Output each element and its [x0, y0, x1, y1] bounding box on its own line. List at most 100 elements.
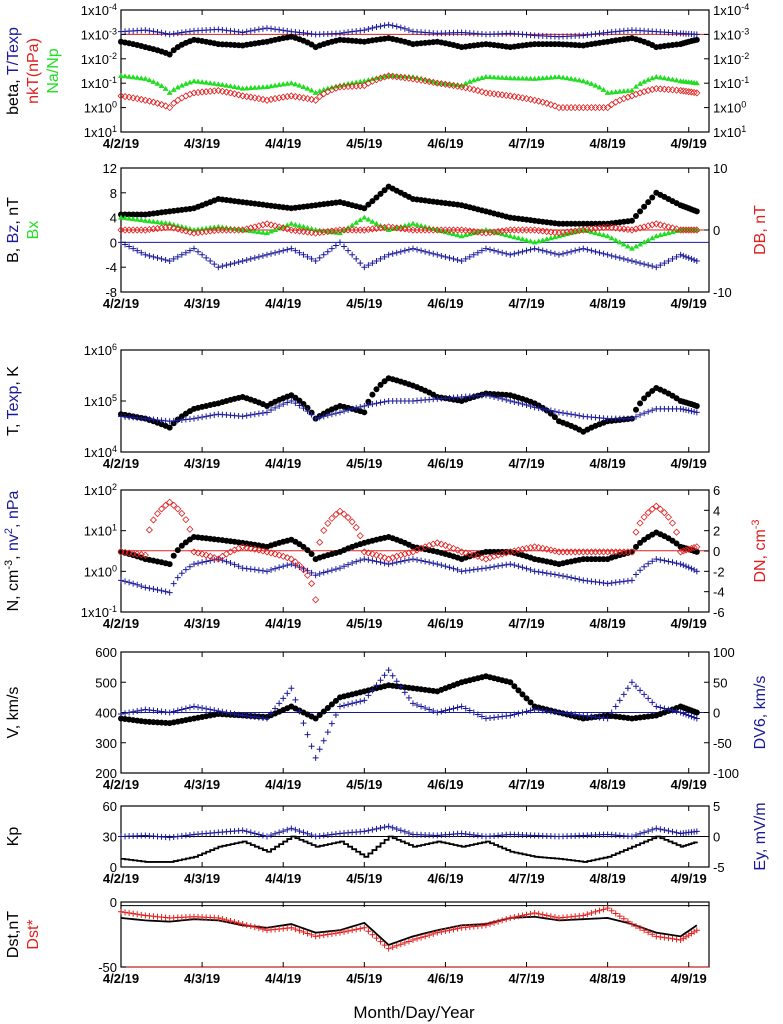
data-point	[652, 220, 660, 228]
y-tick-label: 500	[95, 675, 117, 690]
data-point	[255, 567, 262, 574]
data-point	[195, 560, 202, 567]
data-point	[462, 84, 470, 92]
data-point	[588, 31, 595, 38]
x-tick-label: 4/5/19	[346, 777, 382, 792]
data-point	[511, 234, 518, 240]
data-point	[361, 556, 368, 563]
data-point	[470, 227, 478, 236]
data-point	[587, 104, 595, 112]
y-axis-title: Dst,nT	[5, 911, 22, 958]
data-point	[247, 923, 254, 930]
y-tick-label: 60	[103, 799, 117, 814]
data-point	[596, 714, 603, 721]
data-point	[142, 27, 149, 34]
data-point	[288, 825, 295, 832]
data-point	[474, 249, 481, 256]
data-point	[328, 831, 335, 838]
y2-tick-label: 2	[713, 524, 720, 539]
data-point	[442, 229, 449, 235]
y-tick-label: 8	[110, 186, 117, 201]
data-point	[418, 222, 425, 228]
data-point	[547, 913, 554, 920]
data-point	[511, 250, 518, 257]
data-point	[572, 247, 579, 254]
data-point	[259, 221, 267, 229]
data-point	[300, 83, 307, 89]
data-point	[369, 24, 376, 31]
data-point	[377, 255, 384, 262]
data-point	[687, 226, 695, 234]
data-point	[685, 407, 692, 414]
data-point	[442, 253, 449, 260]
data-point	[158, 83, 165, 89]
data-point	[166, 834, 173, 841]
data-point	[580, 32, 587, 39]
x-tick-label: 4/7/19	[508, 456, 544, 471]
data-point	[543, 74, 550, 80]
data-point	[280, 247, 287, 254]
data-point	[287, 555, 295, 563]
data-point	[303, 228, 312, 236]
data-point	[272, 830, 279, 837]
data-point	[446, 564, 453, 571]
data-point	[190, 548, 198, 556]
data-point	[458, 548, 466, 556]
data-point	[673, 253, 680, 260]
data-point	[328, 514, 336, 522]
data-point	[519, 564, 526, 571]
data-point	[466, 567, 473, 574]
x-tick-label: 4/8/19	[590, 777, 626, 792]
data-point	[466, 550, 474, 558]
data-point	[296, 708, 303, 715]
data-point	[653, 703, 660, 710]
data-point	[693, 80, 700, 86]
data-point	[353, 219, 360, 225]
data-point	[287, 226, 295, 234]
data-point	[522, 95, 531, 103]
data-point	[284, 222, 291, 228]
data-point	[291, 558, 299, 566]
data-point	[361, 264, 368, 271]
data-point	[303, 95, 312, 103]
data-point	[434, 929, 441, 936]
data-point	[531, 404, 538, 411]
data-point	[641, 395, 648, 402]
data-point	[656, 505, 664, 513]
data-point	[572, 575, 579, 582]
data-point	[515, 913, 522, 920]
data-point	[612, 237, 619, 243]
data-point	[324, 412, 331, 419]
data-point	[673, 936, 680, 943]
data-point	[259, 926, 266, 933]
data-point	[235, 28, 242, 35]
data-point	[243, 256, 250, 263]
data-point	[251, 566, 258, 573]
data-point	[154, 586, 161, 593]
data-point	[134, 247, 141, 254]
data-point	[243, 225, 251, 233]
data-point	[660, 222, 668, 230]
data-point	[442, 563, 449, 570]
series-red	[118, 905, 700, 952]
data-point	[531, 910, 538, 917]
data-point	[637, 830, 644, 837]
data-point	[539, 247, 546, 254]
data-point	[482, 715, 489, 722]
data-point	[126, 910, 133, 917]
y-tick-label: 200	[95, 766, 117, 781]
data-point	[405, 27, 412, 34]
y-tick-label: 1x104	[84, 444, 117, 460]
plot-frame	[120, 9, 710, 133]
data-point	[628, 921, 635, 928]
data-point	[361, 924, 368, 931]
data-point	[434, 561, 441, 568]
data-point	[693, 543, 701, 551]
data-point	[207, 557, 214, 564]
x-tick-label: 4/4/19	[265, 777, 301, 792]
data-point	[304, 830, 311, 837]
data-point	[255, 253, 262, 260]
data-point	[535, 75, 542, 81]
data-point	[433, 79, 441, 87]
data-point	[239, 921, 246, 928]
